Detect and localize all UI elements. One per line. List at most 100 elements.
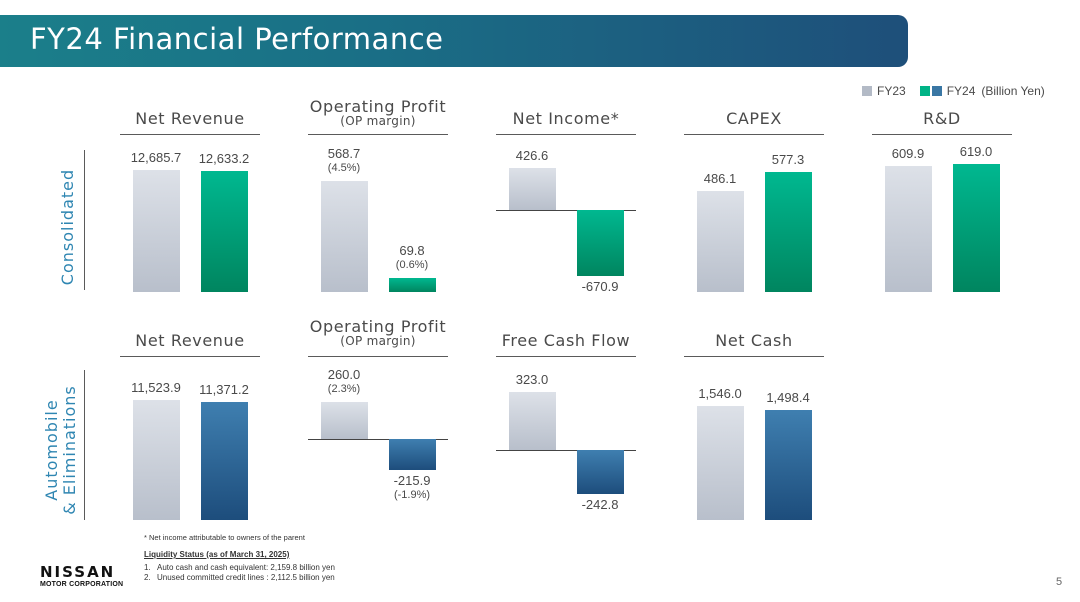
chart-title: Net Revenue <box>100 332 280 349</box>
chart-header-rule <box>120 356 260 357</box>
bar-fy24 <box>388 278 436 292</box>
data-label-value: -242.8 <box>581 496 619 512</box>
legend-unit: (Billion Yen) <box>981 84 1045 98</box>
section-label-automobile-line2: & Eliminations <box>60 385 79 515</box>
liquidity-item-number: 2. <box>144 573 151 582</box>
chart-title: Net Income* <box>476 110 656 127</box>
chart-title-text: R&D <box>923 109 961 128</box>
data-label-value: 11,371.2 <box>199 381 249 397</box>
bar-fy23 <box>320 402 368 439</box>
data-label: 69.8 (0.6%) <box>364 244 461 272</box>
data-label-value: 11,523.9 <box>131 380 181 395</box>
data-label-margin: (-1.9%) <box>393 488 431 501</box>
nissan-logo-wordmark: NISSAN <box>40 563 116 581</box>
data-label: 11,371.2 <box>176 381 273 397</box>
page-title: FY24 Financial Performance <box>30 22 444 56</box>
bar-fy23 <box>508 168 556 210</box>
bar-fy24 <box>200 401 248 520</box>
data-label-value: 486.1 <box>703 170 737 186</box>
data-label: 1,546.0 <box>672 387 769 401</box>
bar-fy23 <box>696 406 744 520</box>
legend: FY23 FY24 (Billion Yen) <box>862 84 1045 98</box>
chart-title: Operating Profit (OP margin) <box>288 98 468 128</box>
data-label-value: 619.0 <box>959 144 993 159</box>
data-label: 577.3 <box>740 153 837 167</box>
bar-fy24 <box>952 164 1000 292</box>
chart-title-text: Operating Profit <box>309 317 447 336</box>
bar-fy23 <box>132 400 180 520</box>
chart-header-rule <box>496 356 636 357</box>
nissan-logo-subtitle: MOTOR CORPORATION <box>40 581 124 588</box>
bar-fy24 <box>388 439 436 470</box>
data-label-value: 609.9 <box>891 145 925 161</box>
data-label: -242.8 <box>552 496 649 512</box>
zero-baseline <box>496 450 636 451</box>
data-label-value: 69.8 <box>399 243 425 259</box>
chart-title: Net Cash <box>664 332 844 349</box>
bar-fy24 <box>200 170 248 292</box>
bar-fy23 <box>884 165 932 292</box>
data-label-margin: (2.3%) <box>327 383 361 395</box>
chart-title: Free Cash Flow <box>476 332 656 349</box>
bar-fy24 <box>576 450 624 494</box>
chart-subtitle: (OP margin) <box>340 114 416 128</box>
page-number: 5 <box>1056 576 1063 588</box>
chart-subtitle: (OP margin) <box>340 334 416 348</box>
section-label-automobile-line1: Automobile <box>42 399 61 501</box>
chart-header-rule <box>684 134 824 135</box>
data-label: 1,498.4 <box>740 389 837 405</box>
data-label-margin: (0.6%) <box>395 259 429 272</box>
chart-title: R&D <box>852 110 1032 127</box>
liquidity-list: 1. Auto cash and cash equivalent: 2,159.8… <box>144 563 335 583</box>
chart-title-text: CAPEX <box>726 109 782 128</box>
section-label-automobile: Automobile & Eliminations <box>42 370 79 530</box>
bar-fy24 <box>764 172 812 292</box>
chart-header-rule <box>684 356 824 357</box>
chart-header-rule <box>308 134 448 135</box>
footnote: * Net income attributable to owners of t… <box>144 533 305 542</box>
data-label-value: 12,633.2 <box>198 150 250 166</box>
bar-fy24 <box>764 409 812 520</box>
data-label: 426.6 <box>484 149 581 163</box>
chart-header-rule <box>872 134 1012 135</box>
liquidity-item-text: Auto cash and cash equivalent: 2,159.8 b… <box>157 563 335 572</box>
data-label-value: 577.3 <box>771 152 805 167</box>
liquidity-item-text: Unused committed credit lines : 2,112.5 … <box>157 573 335 582</box>
data-label: -670.9 <box>552 280 649 294</box>
data-label-value: 260.0 <box>327 367 361 382</box>
chart-title-text: Free Cash Flow <box>501 331 631 350</box>
data-label-value: 1,546.0 <box>698 386 742 401</box>
data-label: 323.0 <box>484 373 581 387</box>
data-label-value: -215.9 <box>393 472 431 488</box>
chart-title: Operating Profit (OP margin) <box>288 318 468 348</box>
data-label-value: 426.6 <box>515 148 549 163</box>
data-label: 12,685.7 <box>108 151 205 165</box>
data-label-value: 568.7 <box>327 146 361 161</box>
chart-title-text: Net Income* <box>512 109 620 128</box>
data-label: 568.7 (4.5%) <box>296 147 393 175</box>
data-label: 12,633.2 <box>176 150 273 166</box>
bar-fy23 <box>132 170 180 292</box>
data-label: 260.0 (2.3%) <box>296 368 393 396</box>
section-label-consolidated: Consolidated <box>58 168 77 286</box>
data-label-value: -670.9 <box>581 279 619 295</box>
data-label-margin: (4.5%) <box>327 162 361 174</box>
data-label: 619.0 <box>928 145 1025 159</box>
chart-header-rule <box>308 356 448 357</box>
liquidity-item-number: 1. <box>144 563 151 572</box>
chart-title: Net Revenue <box>100 110 280 127</box>
data-label-value: 323.0 <box>515 372 549 387</box>
bar-fy24 <box>576 210 624 277</box>
fy24-consolidated-swatch <box>919 86 930 96</box>
data-label: 486.1 <box>672 170 769 186</box>
chart-title-text: Operating Profit <box>309 97 447 116</box>
liquidity-item: 2. Unused committed credit lines : 2,112.… <box>144 573 335 583</box>
section-divider <box>84 370 85 520</box>
data-label: 609.9 <box>860 145 957 161</box>
liquidity-item: 1. Auto cash and cash equivalent: 2,159.8… <box>144 563 335 573</box>
liquidity-title: Liquidity Status (as of March 31, 2025) <box>144 550 290 559</box>
data-label-value: 12,685.7 <box>130 150 182 165</box>
data-label-value: 1,498.4 <box>766 389 810 405</box>
chart-header-rule <box>496 134 636 135</box>
chart-title: CAPEX <box>664 110 844 127</box>
